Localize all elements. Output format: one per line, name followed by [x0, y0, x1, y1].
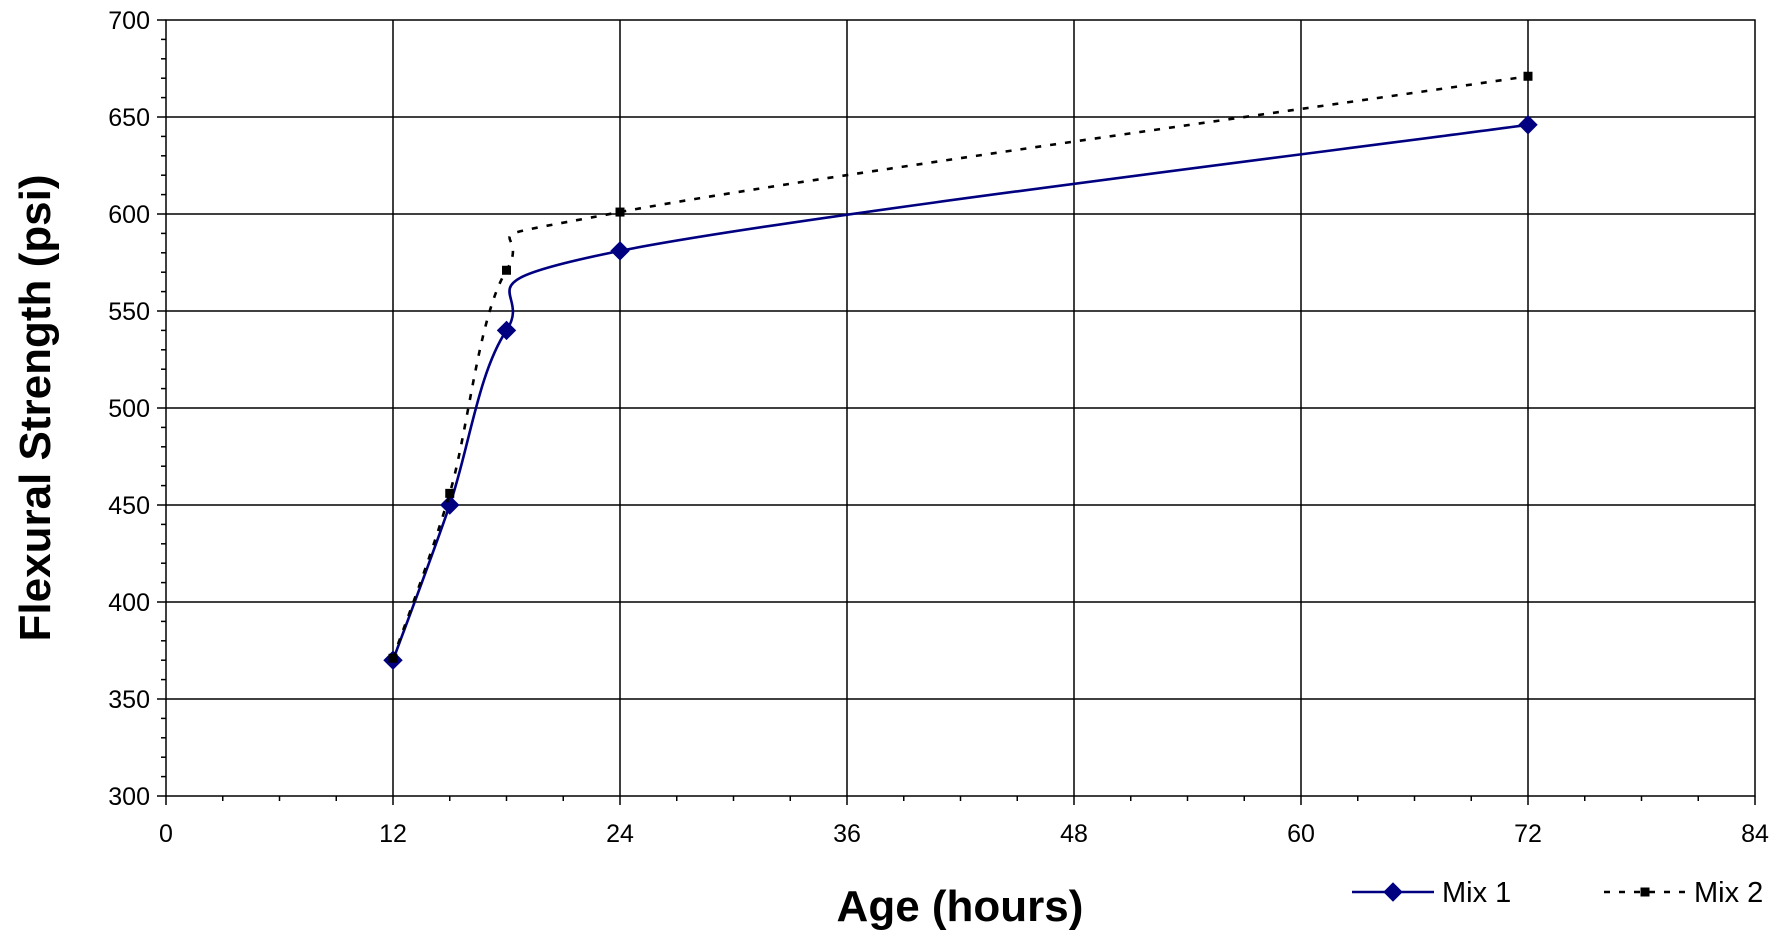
y-tick-label: 350: [108, 686, 150, 714]
series-line-2: [391, 74, 1529, 659]
tick-labels: 300 350 400 450 500 550 600 650 700 0 12 24 36 48 60 72…: [108, 7, 1769, 848]
x-tick-label: 72: [1514, 820, 1542, 848]
y-tick-label: 600: [108, 201, 150, 229]
y-tick-label: 700: [108, 7, 150, 35]
series-1-point-4: [610, 241, 630, 261]
axes: [157, 19, 1756, 805]
series-2-point-5: [1523, 71, 1533, 81]
y-tick-label: 500: [108, 395, 150, 423]
legend-label-1: Mix 1: [1442, 877, 1511, 909]
y-tick-label: 300: [108, 783, 150, 811]
x-tick-label: 48: [1060, 820, 1088, 848]
series-2-point-3: [502, 265, 511, 275]
series-1-point-3: [496, 320, 517, 341]
x-axis-title: Age (hours): [837, 882, 1084, 930]
legend-marker-1: [1383, 882, 1403, 902]
x-tick-label: 60: [1287, 820, 1315, 848]
series-1-point-5: [1518, 115, 1538, 135]
series-2-point-1: [388, 653, 398, 663]
y-axis-title: Flexural Strength (psi): [11, 175, 60, 642]
legend-label-2: Mix 2: [1694, 877, 1763, 909]
series-2-point-4: [615, 207, 625, 217]
x-tick-label: 36: [833, 820, 861, 848]
series-line-1: [391, 123, 1529, 661]
x-tick-label: 0: [159, 820, 173, 848]
series-lines: [383, 71, 1538, 670]
y-tick-label: 650: [108, 104, 150, 132]
y-tick-label: 550: [108, 298, 150, 326]
grid-lines: [166, 20, 1755, 796]
series-2-point-2: [445, 488, 455, 498]
series-1-point-2: [440, 495, 460, 515]
legend-marker-2: [1640, 887, 1650, 897]
y-tick-label: 400: [108, 589, 150, 617]
y-tick-label: 450: [108, 492, 150, 520]
x-tick-label: 84: [1741, 820, 1769, 848]
x-tick-label: 12: [379, 820, 407, 848]
legend: Mix 1 Mix 2: [1352, 877, 1763, 909]
x-tick-label: 24: [606, 820, 634, 848]
